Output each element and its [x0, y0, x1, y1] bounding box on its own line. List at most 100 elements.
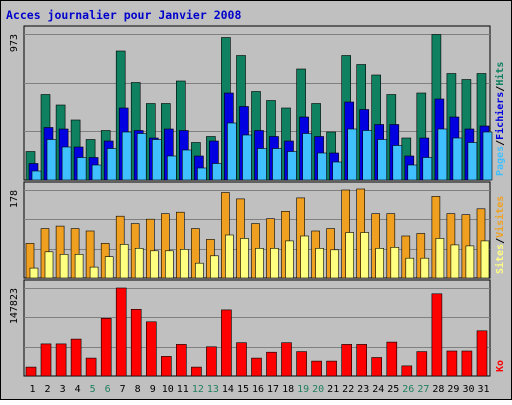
bar-pages-day-24 [377, 139, 388, 181]
x-tick-label-day-16: 16 [252, 384, 264, 395]
bar-sites-day-12 [195, 262, 204, 279]
bar-pages-day-1 [31, 170, 42, 181]
bar-sites-day-28 [435, 238, 445, 279]
bar-sites-day-21 [330, 249, 339, 279]
bar-sites-day-2 [44, 251, 54, 279]
x-tick-label-day-10: 10 [162, 384, 174, 395]
x-tick-label-day-5: 5 [90, 384, 96, 395]
legend-pages: Pages [495, 146, 506, 176]
bar-pages-day-29 [452, 137, 463, 181]
bar-sites-day-25 [390, 247, 400, 279]
bar-ko-day-15 [236, 342, 247, 377]
bar-sites-day-22 [345, 232, 355, 279]
bar-pages-day-21 [332, 161, 342, 181]
x-tick-label-day-19: 19 [297, 384, 309, 395]
x-axis-tick-labels: 1 2 3 4 5 6 7 8 9 10 11 12 13 14 15 16 17 18 19 20 21 22 23 24 2… [29, 384, 489, 395]
x-tick-label-day-1: 1 [29, 384, 35, 395]
bar-ko-day-10 [161, 356, 172, 377]
bar-pages-day-26 [407, 164, 418, 181]
x-tick-label-day-26: 26 [402, 384, 414, 395]
bar-ko-day-13 [206, 346, 217, 377]
panel-2-y-tick-label: 178 [9, 190, 20, 208]
x-tick-label-day-8: 8 [135, 384, 141, 395]
bar-pages-day-7 [121, 131, 132, 181]
bar-sites-day-11 [180, 249, 189, 279]
bar-sites-day-4 [74, 254, 84, 279]
legend-hits: Hits [494, 62, 506, 86]
x-tick-label-day-13: 13 [207, 384, 219, 395]
bar-sites-day-24 [375, 248, 385, 279]
x-tick-label-day-6: 6 [105, 384, 111, 395]
bar-sites-day-5 [89, 266, 99, 279]
panel-3-legend: Ko [495, 360, 506, 372]
bar-ko-day-23 [356, 344, 368, 377]
bar-sites-day-9 [150, 250, 159, 279]
x-tick-label-day-30: 30 [462, 384, 474, 395]
legend-ko: Ko [495, 360, 506, 372]
bar-pages-day-3 [61, 146, 72, 181]
x-tick-label-day-29: 29 [447, 384, 459, 395]
x-tick-label-day-12: 12 [192, 384, 204, 395]
bar-ko-day-1 [25, 366, 37, 377]
bar-ko-day-7 [115, 287, 127, 377]
bar-ko-day-11 [176, 344, 187, 377]
x-tick-label-day-18: 18 [282, 384, 294, 395]
x-tick-label-day-24: 24 [372, 384, 384, 395]
bar-sites-day-7 [119, 244, 129, 279]
bar-sites-day-6 [104, 256, 114, 279]
chart-panels: 973Pages/Fichiers/Hits178Sites/Visites14… [9, 25, 506, 377]
bar-ko-day-6 [100, 317, 112, 377]
bar-ko-day-29 [446, 350, 458, 377]
bar-ko-day-9 [146, 321, 157, 377]
bar-pages-day-28 [437, 128, 448, 181]
bar-pages-day-2 [46, 139, 57, 181]
bar-pages-day-19 [302, 133, 312, 181]
bar-pages-day-10 [167, 155, 177, 181]
x-tick-label-day-25: 25 [387, 384, 399, 395]
bar-sites-day-20 [315, 248, 324, 279]
bar-ko-day-2 [40, 343, 52, 377]
bar-sites-day-30 [465, 245, 475, 279]
x-tick-label-day-20: 20 [312, 384, 324, 395]
bar-pages-day-9 [152, 139, 162, 181]
bar-sites-day-16 [255, 248, 264, 279]
x-tick-label-day-23: 23 [357, 384, 369, 395]
bar-ko-day-26 [401, 365, 413, 377]
x-tick-label-day-4: 4 [75, 384, 81, 395]
bar-sites-day-23 [360, 232, 370, 279]
x-tick-label-day-7: 7 [120, 384, 126, 395]
x-tick-label-day-21: 21 [327, 384, 339, 395]
bar-pages-day-12 [197, 167, 207, 181]
bar-pages-day-23 [362, 130, 373, 181]
bar-sites-day-29 [450, 244, 460, 279]
x-tick-label-day-2: 2 [44, 384, 50, 395]
legend-separator: / [495, 140, 506, 146]
bar-ko-day-16 [251, 357, 262, 377]
bar-pages-day-11 [182, 149, 192, 181]
legend-separator: / [495, 86, 506, 92]
panel-2-legend: Sites/Visites [494, 196, 506, 274]
panel-1-legend: Pages/Fichiers/Hits [494, 62, 506, 176]
bar-pages-day-17 [272, 148, 282, 181]
bar-sites-day-1 [29, 267, 39, 279]
bar-ko-day-27 [416, 351, 428, 377]
x-tick-label-day-17: 17 [267, 384, 279, 395]
bar-sites-day-18 [285, 240, 294, 279]
panel-2: 178 Sites/Visites [9, 181, 506, 279]
bar-pages-day-8 [136, 133, 147, 181]
bar-pages-day-6 [106, 148, 117, 181]
bar-sites-day-10 [165, 250, 174, 279]
x-tick-label-day-3: 3 [60, 384, 66, 395]
bar-pages-day-14 [227, 122, 237, 181]
bar-ko-day-31 [476, 330, 488, 377]
bar-sites-day-27 [420, 257, 430, 279]
bar-ko-day-5 [85, 357, 97, 377]
bar-sites-day-17 [270, 248, 279, 279]
bar-ko-day-19 [296, 351, 307, 377]
bar-ko-day-24 [371, 357, 383, 377]
bar-ko-day-8 [130, 308, 142, 377]
bar-ko-day-28 [431, 293, 443, 377]
